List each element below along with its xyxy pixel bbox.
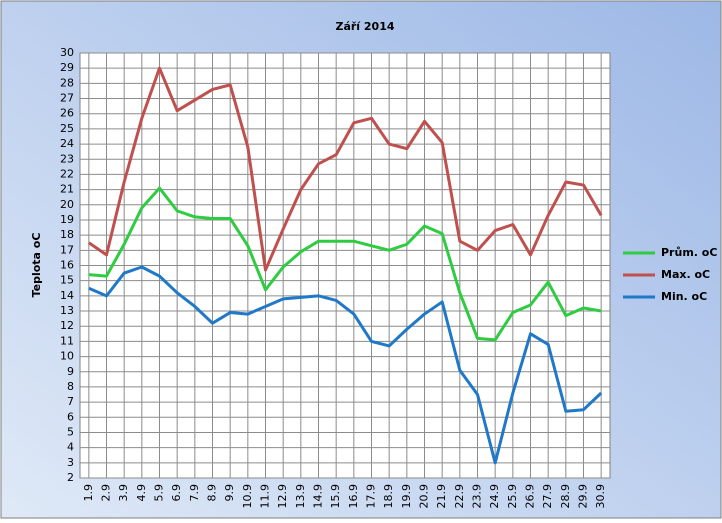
- x-tick-label: 12.9: [276, 484, 289, 509]
- y-tick-label: 22: [60, 167, 74, 180]
- chart-title: Září 2014: [335, 20, 394, 33]
- y-tick-label: 17: [60, 243, 74, 256]
- x-tick-label: 2.9: [100, 484, 113, 502]
- y-tick-label: 11: [60, 334, 74, 347]
- y-tick-label: 3: [67, 456, 74, 469]
- x-tick-label: 20.9: [418, 484, 431, 509]
- x-tick-label: 11.9: [259, 484, 272, 509]
- y-tick-label: 7: [67, 395, 74, 408]
- y-tick-label: 8: [67, 380, 74, 393]
- y-tick-label: 29: [60, 61, 74, 74]
- x-tick-label: 4.9: [135, 484, 148, 502]
- x-tick-label: 10.9: [241, 484, 254, 509]
- x-tick-label: 27.9: [541, 484, 554, 509]
- y-tick-label: 10: [60, 350, 74, 363]
- x-tick-label: 17.9: [365, 484, 378, 509]
- x-tick-label: 6.9: [170, 484, 183, 502]
- x-tick-label: 13.9: [294, 484, 307, 509]
- x-tick-label: 1.9: [82, 484, 95, 502]
- y-tick-label: 18: [60, 228, 74, 241]
- y-tick-label: 20: [60, 198, 74, 211]
- legend-label: Prům. oC: [661, 246, 717, 259]
- x-tick-label: 26.9: [524, 484, 537, 509]
- x-tick-label: 5.9: [153, 484, 166, 502]
- x-tick-label: 16.9: [347, 484, 360, 509]
- x-tick-label: 30.9: [594, 484, 607, 509]
- y-tick-label: 25: [60, 122, 74, 135]
- legend-label: Min. oC: [661, 290, 707, 303]
- x-tick-label: 9.9: [223, 484, 236, 502]
- y-tick-label: 13: [60, 304, 74, 317]
- x-tick-label: 15.9: [329, 484, 342, 509]
- line-series: [88, 186, 602, 342]
- y-tick-label: 14: [60, 289, 74, 302]
- y-tick-label: 5: [67, 425, 74, 438]
- y-tick-label: 19: [60, 213, 74, 226]
- y-tick-label: 24: [60, 137, 74, 150]
- y-tick-label: 27: [60, 92, 74, 105]
- x-tick-label: 23.9: [471, 484, 484, 509]
- y-tick-label: 6: [67, 410, 74, 423]
- x-tick-label: 7.9: [188, 484, 201, 502]
- y-tick-label: 9: [67, 365, 74, 378]
- x-tick-label: 28.9: [559, 484, 572, 509]
- x-tick-label: 29.9: [577, 484, 590, 509]
- line-series: [88, 265, 603, 465]
- x-tick-label: 21.9: [435, 484, 448, 509]
- y-tick-label: 4: [67, 441, 74, 454]
- y-tick-label: 2: [67, 471, 74, 484]
- x-tick-label: 18.9: [382, 484, 395, 509]
- x-tick-label: 3.9: [117, 484, 130, 502]
- y-axis-label: Teplota oC: [30, 233, 43, 298]
- x-tick-label: 14.9: [312, 484, 325, 509]
- y-tick-label: 16: [60, 259, 74, 272]
- y-tick-label: 15: [60, 274, 74, 287]
- y-tick-label: 12: [60, 319, 74, 332]
- x-tick-label: 24.9: [488, 484, 501, 509]
- line-series: [87, 66, 603, 272]
- x-tick-label: 8.9: [206, 484, 219, 502]
- y-tick-label: 26: [60, 107, 74, 120]
- y-tick-label: 23: [60, 152, 74, 165]
- y-tick-label: 28: [60, 76, 74, 89]
- y-tick-label: 21: [60, 183, 74, 196]
- x-tick-label: 22.9: [453, 484, 466, 509]
- y-tick-label: 30: [60, 46, 74, 59]
- legend-label: Max. oC: [661, 268, 710, 281]
- x-tick-label: 25.9: [506, 484, 519, 509]
- x-tick-label: 19.9: [400, 484, 413, 509]
